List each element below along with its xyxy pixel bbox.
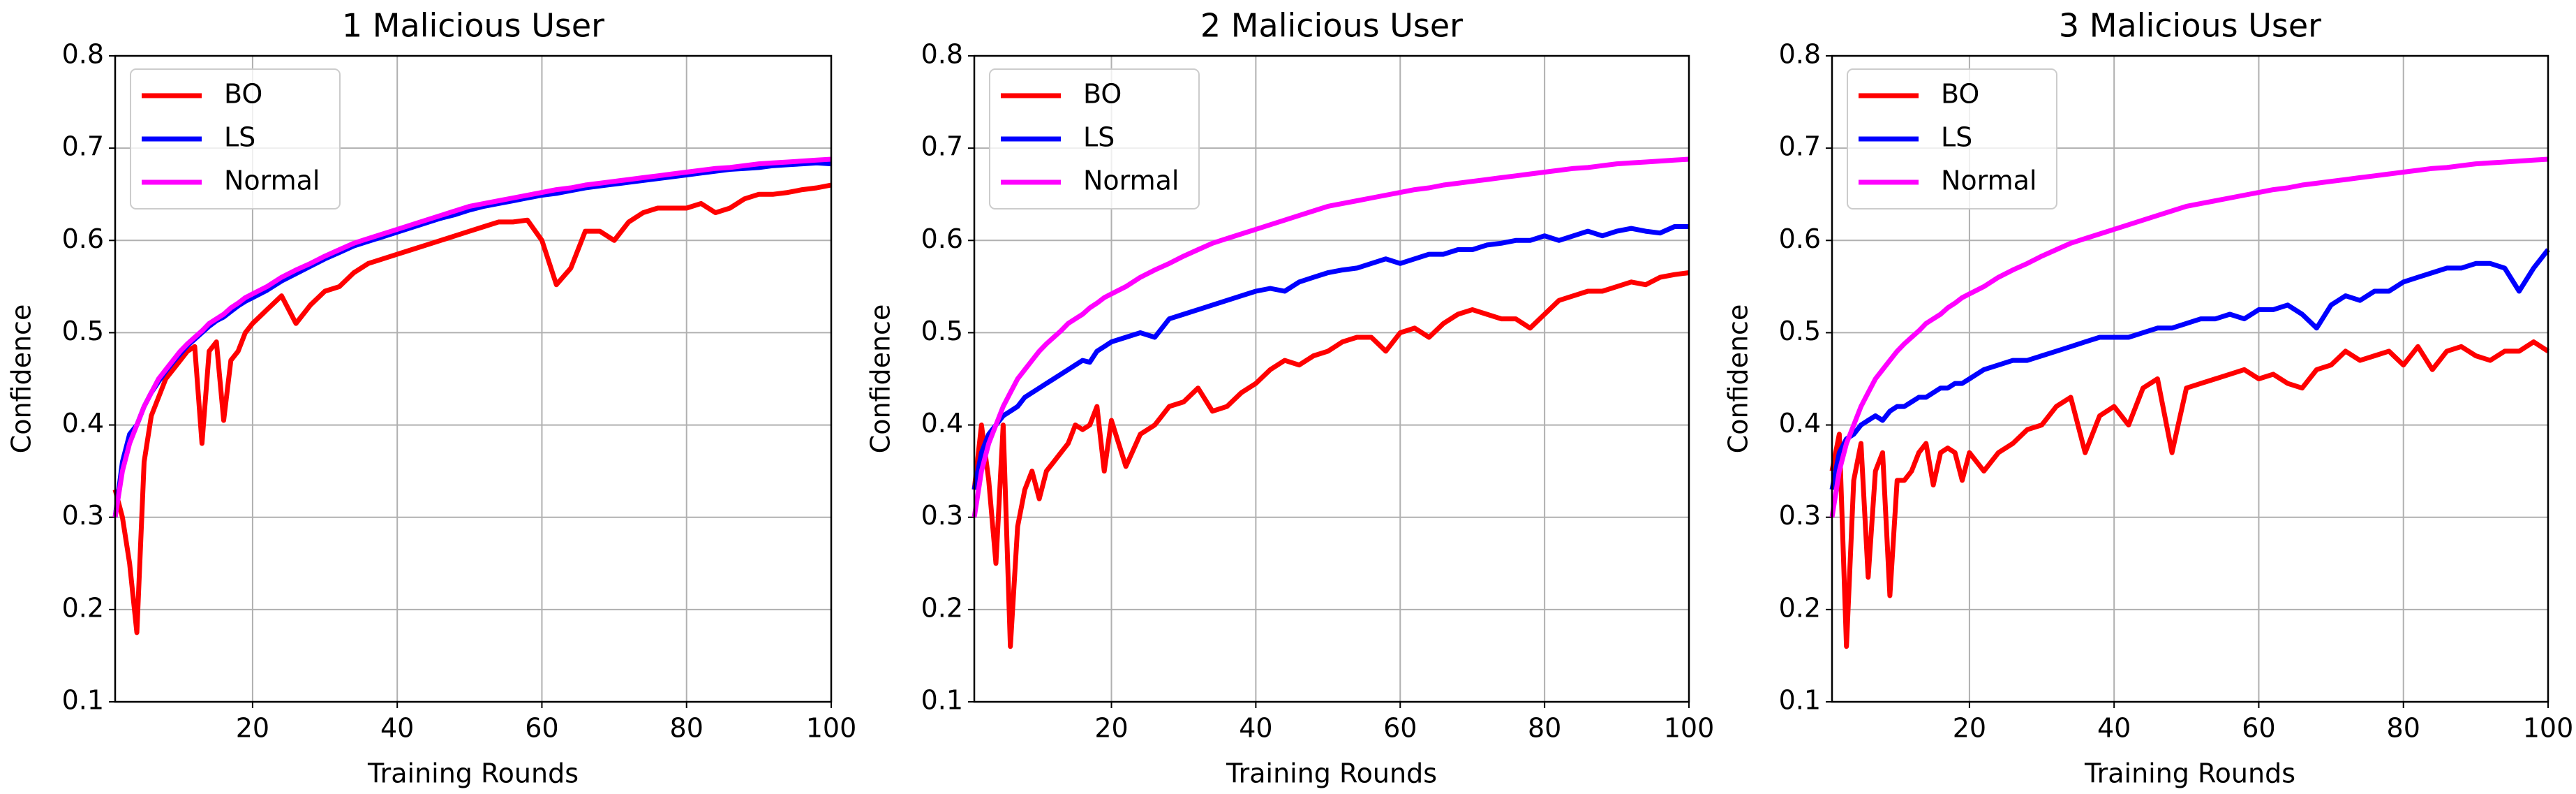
- legend-label: BO: [1941, 79, 1979, 110]
- plot-frame: [114, 54, 833, 703]
- x-tick-label: 100: [2523, 713, 2574, 744]
- legend-label: LS: [224, 122, 255, 153]
- legend-label: BO: [224, 79, 262, 110]
- series-line: [112, 182, 832, 635]
- legend-label: Normal: [1941, 166, 2037, 196]
- y-tick-label: 0.7: [62, 131, 104, 162]
- x-tick-label: 60: [525, 713, 558, 744]
- y-tick-label: 0.5: [921, 316, 963, 346]
- series-line: [1829, 248, 2550, 490]
- y-axis-label: Confidence: [1723, 304, 1754, 454]
- y-tick-label: 0.5: [1779, 316, 1821, 346]
- y-tick-label: 0.6: [921, 223, 963, 254]
- x-tick-label: 80: [1528, 713, 1561, 744]
- x-tick-label: 60: [2242, 713, 2275, 744]
- x-axis-label: Training Rounds: [1226, 758, 1437, 789]
- series-line: [971, 270, 1690, 649]
- x-tick-label: 100: [806, 713, 857, 744]
- series-line: [112, 156, 832, 518]
- chart-title: 2 Malicious User: [1200, 7, 1463, 45]
- x-tick-label: 20: [236, 713, 269, 744]
- y-tick-label: 0.3: [921, 500, 963, 531]
- x-tick-label: 20: [1953, 713, 1986, 744]
- y-tick-label: 0.7: [921, 131, 963, 162]
- x-axis-label: Training Rounds: [2084, 758, 2295, 789]
- y-tick-label: 0.8: [62, 39, 104, 70]
- plot-frame: [1831, 54, 2549, 703]
- y-tick-label: 0.5: [62, 316, 104, 346]
- y-tick-label: 0.3: [1779, 500, 1821, 531]
- y-tick-label: 0.6: [62, 223, 104, 254]
- x-tick-label: 80: [2387, 713, 2420, 744]
- legend-label: Normal: [1083, 166, 1179, 196]
- legend-label: Normal: [224, 166, 320, 196]
- x-axis-label: Training Rounds: [367, 758, 579, 789]
- y-tick-label: 0.2: [62, 592, 104, 623]
- y-tick-label: 0.2: [1779, 592, 1821, 623]
- y-tick-label: 0.8: [921, 39, 963, 70]
- legend-label: LS: [1941, 122, 1972, 153]
- x-tick-label: 40: [380, 713, 414, 744]
- y-tick-label: 0.1: [62, 685, 104, 716]
- plot-frame: [973, 54, 1690, 703]
- legend-box: [130, 68, 341, 209]
- y-tick-label: 0.1: [1779, 685, 1821, 716]
- series-line: [1829, 156, 2549, 518]
- x-tick-label: 20: [1094, 713, 1128, 744]
- x-tick-label: 60: [1383, 713, 1417, 744]
- chart-title: 1 Malicious User: [342, 7, 604, 45]
- series-line: [971, 156, 1690, 518]
- x-tick-label: 80: [670, 713, 703, 744]
- x-tick-label: 40: [2097, 713, 2131, 744]
- y-tick-label: 0.4: [1779, 408, 1821, 439]
- series-line: [112, 160, 832, 518]
- series-line: [1829, 339, 2549, 649]
- legend-box: [1847, 68, 2057, 209]
- y-axis-label: Confidence: [865, 304, 896, 454]
- y-tick-label: 0.4: [921, 408, 963, 439]
- legend-box: [989, 68, 1200, 209]
- series-line: [971, 224, 1689, 490]
- legend-label: BO: [1083, 79, 1122, 110]
- y-tick-label: 0.8: [1779, 39, 1821, 70]
- x-tick-label: 40: [1239, 713, 1272, 744]
- x-tick-label: 100: [1664, 713, 1715, 744]
- y-tick-label: 0.4: [62, 408, 104, 439]
- y-tick-label: 0.6: [1779, 223, 1821, 254]
- legend-label: LS: [1083, 122, 1115, 153]
- y-axis-label: Confidence: [6, 304, 37, 454]
- y-tick-label: 0.3: [62, 500, 104, 531]
- y-tick-label: 0.1: [921, 685, 963, 716]
- y-tick-label: 0.7: [1779, 131, 1821, 162]
- y-tick-label: 0.2: [921, 592, 963, 623]
- chart-title: 3 Malicious User: [2059, 7, 2321, 45]
